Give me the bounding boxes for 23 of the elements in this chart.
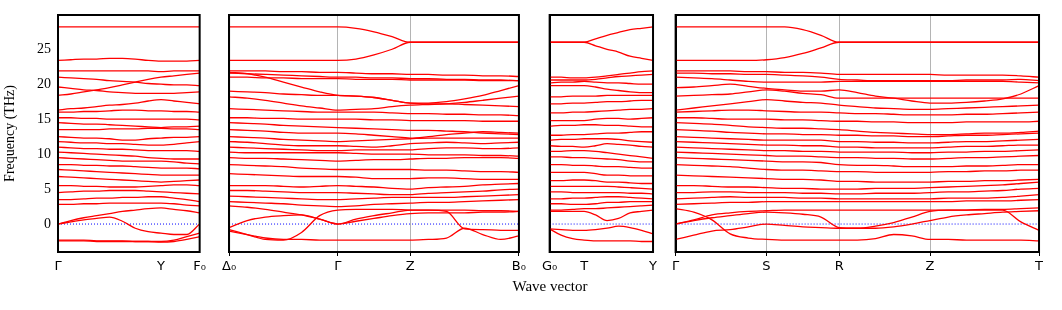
- y-tick-label: 25: [37, 40, 51, 56]
- x-tick-label: Γ: [334, 258, 343, 274]
- y-tick-label: 20: [37, 75, 51, 91]
- x-tick-label: Γ: [54, 258, 63, 274]
- y-tick-label: 10: [37, 145, 51, 161]
- x-tick-label: Z: [925, 258, 935, 274]
- x-axis-title: Wave vector: [511, 278, 589, 295]
- x-tick-label: Y: [648, 258, 658, 274]
- y-tick-label: 5: [44, 180, 51, 196]
- x-tick-label: Δ₀: [222, 258, 237, 274]
- x-tick-label: Y: [156, 258, 166, 274]
- x-tick-label: Γ: [672, 258, 680, 274]
- x-tick-label: B₀: [511, 258, 527, 274]
- x-tick-label: R: [834, 258, 844, 274]
- x-tick-label: T: [1034, 258, 1044, 274]
- x-tick-label: Z: [405, 258, 415, 274]
- y-tick-label: 15: [37, 110, 51, 126]
- y-axis-title: Frequency (THz): [2, 84, 19, 182]
- x-tick-label: T: [579, 258, 589, 274]
- x-tick-label: F₀: [193, 258, 207, 274]
- y-tick-label: 0: [44, 215, 51, 231]
- x-tick-label: S: [762, 258, 771, 274]
- x-tick-label: G₀: [541, 258, 558, 274]
